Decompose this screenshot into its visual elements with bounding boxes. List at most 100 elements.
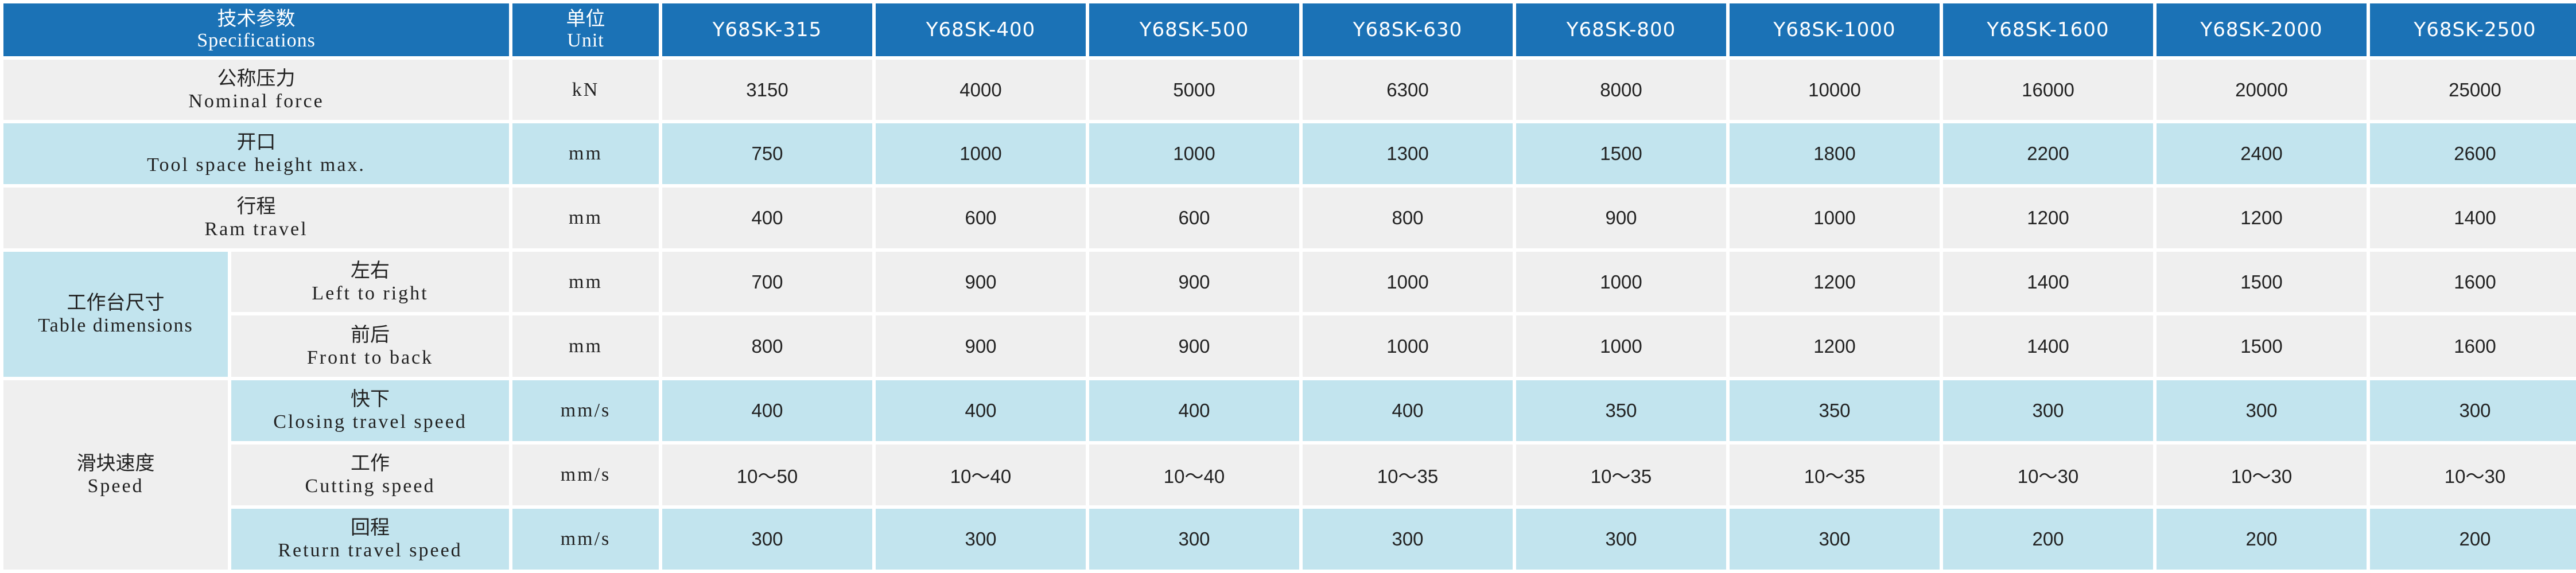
label-en: Nominal force <box>188 90 324 112</box>
header-row: 技术参数 Specifications 单位 Unit Y68SK-315 Y6… <box>3 3 2576 56</box>
value-cell: 300 <box>662 508 872 570</box>
value-cell: 10～35 <box>1730 445 1940 505</box>
label-zh: 左右 <box>351 259 390 282</box>
value-cell: 300 <box>2370 380 2576 442</box>
value-cell: 300 <box>876 508 1086 570</box>
value-cell: 25000 <box>2370 60 2576 120</box>
model-header: Y68SK-2000 <box>2157 3 2367 56</box>
label-zh: 工作 <box>351 451 390 475</box>
unit-header-zh: 单位 <box>566 7 605 30</box>
row-ram-travel: 行程 Ram travel mm 400 600 600 800 900 1000 1200… <box>3 187 2576 249</box>
value-cell: 2400 <box>2157 123 2367 184</box>
label-en: Cutting speed <box>305 475 436 497</box>
label-en: Ram travel <box>204 218 308 240</box>
label-en: Table dimensions <box>38 314 193 336</box>
value-cell: 200 <box>2370 508 2576 570</box>
label-zh: 行程 <box>236 194 276 218</box>
row-label: 回程 Return travel speed <box>231 508 509 570</box>
value-cell: 1500 <box>1516 123 1726 184</box>
value-cell: 300 <box>1943 380 2153 442</box>
value-cell: 6300 <box>1303 60 1513 120</box>
row-label: 工作 Cutting speed <box>231 445 509 505</box>
label-zh: 回程 <box>351 516 390 539</box>
value-cell: 1400 <box>1943 315 2153 377</box>
unit-cell: mm <box>512 252 659 313</box>
value-cell: 1000 <box>1303 252 1513 313</box>
row-front-back: 前后 Front to back mm 800 900 900 1000 1000 120… <box>3 315 2576 377</box>
model-header: Y68SK-315 <box>662 3 872 56</box>
value-cell: 16000 <box>1943 60 2153 120</box>
value-cell: 400 <box>1303 380 1513 442</box>
value-cell: 350 <box>1730 380 1940 442</box>
value-cell: 1600 <box>2370 252 2576 313</box>
model-header: Y68SK-630 <box>1303 3 1513 56</box>
value-cell: 300 <box>2157 380 2367 442</box>
value-cell: 3150 <box>662 60 872 120</box>
value-cell: 1200 <box>1730 315 1940 377</box>
value-cell: 10～40 <box>876 445 1086 505</box>
row-label: 前后 Front to back <box>231 315 509 377</box>
label-zh: 滑块速度 <box>76 451 155 475</box>
value-cell: 200 <box>2157 508 2367 570</box>
value-cell: 1000 <box>1730 187 1940 249</box>
value-cell: 2600 <box>2370 123 2576 184</box>
value-cell: 400 <box>662 187 872 249</box>
row-nominal-force: 公称压力 Nominal force kN 3150 4000 5000 6300 80… <box>3 60 2576 120</box>
value-cell: 1000 <box>1303 315 1513 377</box>
label-en: Tool space height max. <box>147 154 366 176</box>
label-zh: 开口 <box>236 130 276 154</box>
value-cell: 2200 <box>1943 123 2153 184</box>
value-cell: 10～30 <box>2157 445 2367 505</box>
row-cutting-speed: 工作 Cutting speed mm/s 10～50 10～40 10～40 10～… <box>3 445 2576 505</box>
row-left-right: 工作台尺寸 Table dimensions 左右 Left to right … <box>3 252 2576 377</box>
value-cell: 10～40 <box>1089 445 1299 505</box>
spec-header: 技术参数 Specifications <box>3 3 509 56</box>
label-en: Left to right <box>312 282 429 304</box>
label-en: Return travel speed <box>278 539 463 561</box>
value-cell: 900 <box>1089 252 1299 313</box>
unit-cell: kN <box>512 60 659 120</box>
value-cell: 4000 <box>876 60 1086 120</box>
row-return-speed: 回程 Return travel speed mm/s 300 300 300 300… <box>3 508 2576 570</box>
unit-cell: mm <box>512 123 659 184</box>
label-zh: 工作台尺寸 <box>67 291 165 314</box>
group-label-speed: 滑块速度 Speed <box>3 380 228 570</box>
value-cell: 1200 <box>2157 187 2367 249</box>
unit-cell: mm <box>512 187 659 249</box>
value-cell: 300 <box>1303 508 1513 570</box>
label-en: Closing travel speed <box>273 411 467 432</box>
row-label: 左右 Left to right <box>231 252 509 313</box>
value-cell: 10～30 <box>1943 445 2153 505</box>
row-closing-speed: 滑块速度 Speed 快下 Closing travel speed mm/s … <box>3 380 2576 570</box>
value-cell: 1500 <box>2157 315 2367 377</box>
value-cell: 600 <box>1089 187 1299 249</box>
value-cell: 350 <box>1516 380 1726 442</box>
value-cell: 1400 <box>1943 252 2153 313</box>
value-cell: 900 <box>1516 187 1726 249</box>
row-label: 公称压力 Nominal force <box>3 60 509 120</box>
label-zh: 公称压力 <box>217 67 296 90</box>
value-cell: 1200 <box>1730 252 1940 313</box>
value-cell: 1000 <box>1516 252 1726 313</box>
unit-header: 单位 Unit <box>512 3 659 56</box>
value-cell: 10～30 <box>2370 445 2576 505</box>
value-cell: 800 <box>662 315 872 377</box>
value-cell: 400 <box>662 380 872 442</box>
value-cell: 10～50 <box>662 445 872 505</box>
value-cell: 400 <box>1089 380 1299 442</box>
value-cell: 700 <box>662 252 872 313</box>
row-label: 快下 Closing travel speed <box>231 380 509 442</box>
value-cell: 600 <box>876 187 1086 249</box>
value-cell: 10000 <box>1730 60 1940 120</box>
value-cell: 200 <box>1943 508 2153 570</box>
spec-header-en: Specifications <box>197 30 316 51</box>
value-cell: 900 <box>876 252 1086 313</box>
row-tool-space: 开口 Tool space height max. mm 750 1000 1000… <box>3 123 2576 184</box>
unit-cell: mm <box>512 315 659 377</box>
value-cell: 400 <box>876 380 1086 442</box>
value-cell: 20000 <box>2157 60 2367 120</box>
value-cell: 8000 <box>1516 60 1726 120</box>
value-cell: 1600 <box>2370 315 2576 377</box>
value-cell: 10～35 <box>1303 445 1513 505</box>
unit-header-en: Unit <box>567 30 604 51</box>
